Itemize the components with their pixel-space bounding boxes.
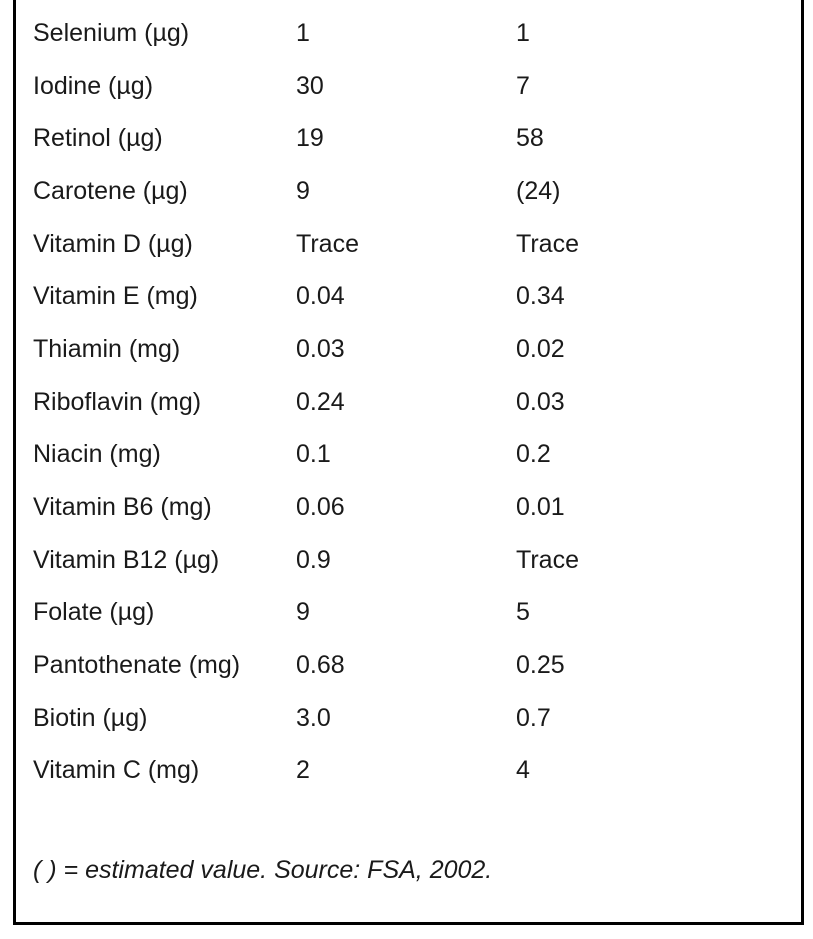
table-row: Retinol (µg) 19 58 [33, 112, 733, 165]
nutrient-table: Selenium (µg) 1 1 Iodine (µg) 30 7 Retin… [33, 7, 733, 797]
value-column-b: 0.7 [516, 703, 551, 732]
value-column-a: 0.03 [296, 334, 345, 363]
value-column-b: 0.03 [516, 387, 565, 416]
nutrient-name: Folate (µg) [33, 598, 155, 627]
value-column-a: 0.1 [296, 440, 331, 469]
value-column-a: 1 [296, 18, 310, 47]
value-column-b: Trace [516, 545, 579, 574]
value-column-a: 0.68 [296, 651, 345, 680]
value-column-a: 0.04 [296, 282, 345, 311]
value-column-b: (24) [516, 176, 561, 205]
table-row: Folate (µg) 9 5 [33, 587, 733, 640]
table-row: Vitamin B6 (mg) 0.06 0.01 [33, 481, 733, 534]
value-column-b: 0.2 [516, 440, 551, 469]
table-row: Vitamin E (mg) 0.04 0.34 [33, 270, 733, 323]
value-column-b: 0.25 [516, 651, 565, 680]
table-row: Vitamin B12 (µg) 0.9 Trace [33, 534, 733, 587]
value-column-a: 0.06 [296, 493, 345, 522]
table-row: Pantothenate (mg) 0.68 0.25 [33, 639, 733, 692]
table-row: Vitamin C (mg) 2 4 [33, 745, 733, 798]
value-column-a: 3.0 [296, 703, 331, 732]
table-row: Selenium (µg) 1 1 [33, 7, 733, 60]
table-row: Riboflavin (mg) 0.24 0.03 [33, 376, 733, 429]
value-column-b: 5 [516, 598, 530, 627]
value-column-b: 0.34 [516, 282, 565, 311]
value-column-a: 9 [296, 176, 310, 205]
table-row: Vitamin D (µg) Trace Trace [33, 218, 733, 271]
table-row: Iodine (µg) 30 7 [33, 60, 733, 113]
nutrient-name: Vitamin B12 (µg) [33, 545, 220, 574]
value-column-a: 0.24 [296, 387, 345, 416]
value-column-a: 30 [296, 71, 324, 100]
nutrient-name: Iodine (µg) [33, 71, 154, 100]
table-frame [13, 0, 804, 925]
table-row: Thiamin (mg) 0.03 0.02 [33, 323, 733, 376]
value-column-a: Trace [296, 229, 359, 258]
table-row: Niacin (mg) 0.1 0.2 [33, 429, 733, 482]
table-row: Biotin (µg) 3.0 0.7 [33, 692, 733, 745]
nutrient-name: Biotin (µg) [33, 703, 148, 732]
nutrient-name: Vitamin C (mg) [33, 756, 200, 785]
value-column-b: 7 [516, 71, 530, 100]
value-column-b: 0.02 [516, 334, 565, 363]
value-column-a: 19 [296, 124, 324, 153]
nutrient-name: Niacin (mg) [33, 440, 161, 469]
value-column-a: 9 [296, 598, 310, 627]
table-row: Carotene (µg) 9 (24) [33, 165, 733, 218]
nutrient-name: Thiamin (mg) [33, 334, 181, 363]
nutrient-name: Riboflavin (mg) [33, 387, 202, 416]
value-column-b: Trace [516, 229, 579, 258]
value-column-b: 4 [516, 756, 530, 785]
nutrient-name: Retinol (µg) [33, 124, 163, 153]
value-column-b: 1 [516, 18, 530, 47]
value-column-a: 0.9 [296, 545, 331, 574]
value-column-a: 2 [296, 756, 310, 785]
nutrient-name: Pantothenate (mg) [33, 651, 241, 680]
value-column-b: 58 [516, 124, 544, 153]
value-column-b: 0.01 [516, 493, 565, 522]
nutrient-name: Vitamin D (µg) [33, 229, 193, 258]
nutrient-name: Carotene (µg) [33, 176, 188, 205]
nutrient-name: Selenium (µg) [33, 18, 190, 47]
table-footnote: ( ) = estimated value. Source: FSA, 2002… [33, 856, 493, 884]
nutrient-name: Vitamin E (mg) [33, 282, 198, 311]
nutrient-name: Vitamin B6 (mg) [33, 493, 212, 522]
